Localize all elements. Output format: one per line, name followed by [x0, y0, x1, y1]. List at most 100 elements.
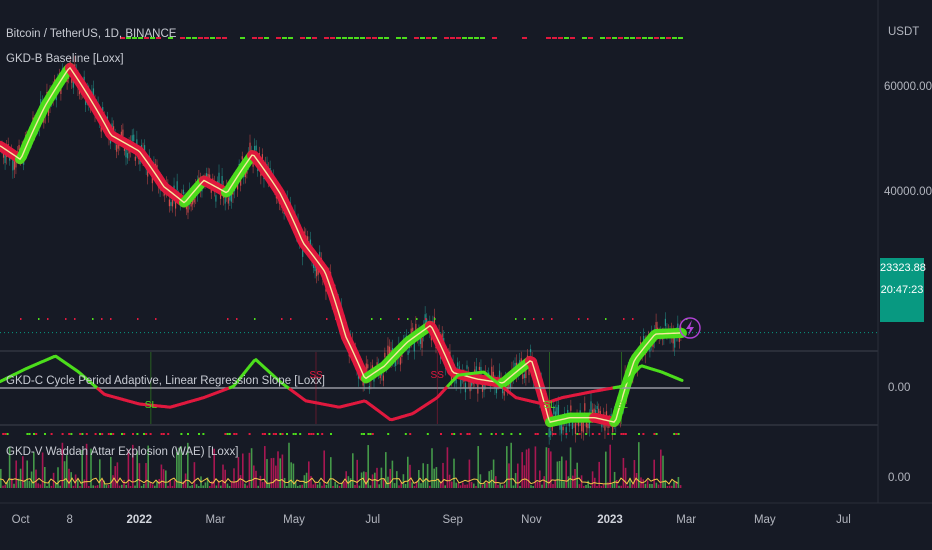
signal-strip-dash [666, 37, 671, 39]
wae-dot [110, 433, 112, 435]
wae-bar [446, 447, 449, 488]
wae-bar [550, 451, 552, 488]
wae-dot [367, 433, 370, 435]
signal-strip-dash [456, 37, 461, 39]
wae-bar [169, 480, 171, 488]
wae-dot [459, 433, 462, 435]
wae-bar [369, 485, 372, 488]
wae-bar [642, 479, 644, 488]
candle-body [483, 381, 485, 391]
wae-dot [85, 433, 88, 435]
wae-bar [79, 485, 81, 488]
signal-dot [632, 318, 634, 320]
candle-body [317, 268, 319, 275]
wae-dot [585, 433, 588, 435]
candle-body [241, 156, 243, 160]
signal-strip-dash [366, 37, 371, 39]
osc-segment [678, 378, 684, 382]
wae-bar [237, 457, 240, 488]
signal-strip-dash [582, 37, 587, 39]
candle-body [471, 381, 473, 386]
wae-dot [28, 433, 31, 435]
wae-bar [211, 481, 213, 488]
wae-bar [72, 485, 75, 488]
wae-bar [242, 453, 244, 488]
candle-body [382, 375, 384, 381]
wae-bar [541, 484, 543, 488]
candle-body [122, 129, 124, 136]
wae-bar [565, 460, 567, 488]
wae-bar [83, 479, 86, 488]
baseline-indicator-label[interactable]: GKD-B Baseline [Loxx] [6, 53, 124, 65]
wae-dot [268, 433, 271, 435]
candle-body [478, 366, 480, 370]
signal-dot [551, 318, 553, 320]
cycle-indicator-label[interactable]: GKD-C Cycle Period Adaptive, Linear Regr… [6, 375, 325, 387]
wae-dot [312, 433, 315, 435]
candle-body [92, 88, 95, 99]
candle-body [415, 323, 417, 334]
wae-dot [33, 433, 35, 435]
wae-dot [261, 433, 264, 435]
wae-bar [589, 485, 592, 488]
wae-dot [363, 433, 365, 435]
candle-body [652, 343, 654, 348]
candle-body [599, 410, 601, 415]
wae-bar [154, 485, 156, 488]
wae-bar [250, 448, 253, 488]
wae-dot [479, 433, 482, 435]
wae-indicator-label[interactable]: GKD-V Waddah Attar Explosion (WAE) [Loxx… [6, 446, 239, 458]
signal-strip-dash [612, 37, 617, 39]
wae-bar [50, 485, 53, 488]
wae-dot [2, 433, 5, 435]
signal-dot [605, 318, 607, 320]
candle-body [384, 352, 386, 358]
x-tick-label: 2023 [597, 514, 623, 526]
wae-bar [651, 484, 653, 488]
wae-bar [657, 484, 660, 488]
wae-bar [118, 485, 121, 488]
candle-body [116, 144, 118, 152]
wae-bar [638, 442, 640, 488]
candle-body [593, 408, 595, 413]
wae-bar [297, 485, 299, 488]
wae-bar [325, 484, 328, 488]
candle-body [649, 345, 651, 352]
x-tick-label: Mar [676, 514, 697, 526]
wae-bar [554, 480, 556, 488]
wae-bar [101, 480, 103, 488]
wae-dot [426, 433, 429, 435]
wae-bar [334, 481, 336, 488]
osc-zero-tick: 0.00 [888, 382, 911, 394]
wae-bar [149, 482, 152, 488]
candle-body [458, 366, 460, 372]
wae-bar [602, 483, 605, 488]
candle-body [571, 422, 573, 430]
wae-dot [591, 433, 594, 435]
candle-body [587, 423, 589, 429]
candle-body [509, 380, 511, 388]
signal-strip-dash [330, 37, 335, 39]
wae-bar [519, 485, 521, 488]
wae-bar [292, 463, 295, 488]
candle-body [365, 363, 367, 374]
wae-bar [629, 478, 631, 488]
candle-body [187, 205, 189, 213]
signal-strip-dash [120, 37, 125, 39]
candle-body [113, 126, 115, 132]
candle-body [206, 173, 208, 178]
currency-label: USDT [888, 26, 920, 38]
wae-bar [63, 461, 66, 488]
wae-bar [435, 467, 438, 488]
candle-body [395, 361, 397, 366]
wae-dot [409, 433, 412, 435]
candle-body [252, 159, 254, 167]
signal-dot [380, 318, 382, 320]
wae-bar [673, 481, 675, 488]
wae-bar [655, 482, 658, 488]
wae-bar [631, 484, 633, 488]
wae-dot [202, 433, 205, 435]
wae-dot [578, 433, 581, 435]
wae-bar [521, 452, 523, 488]
